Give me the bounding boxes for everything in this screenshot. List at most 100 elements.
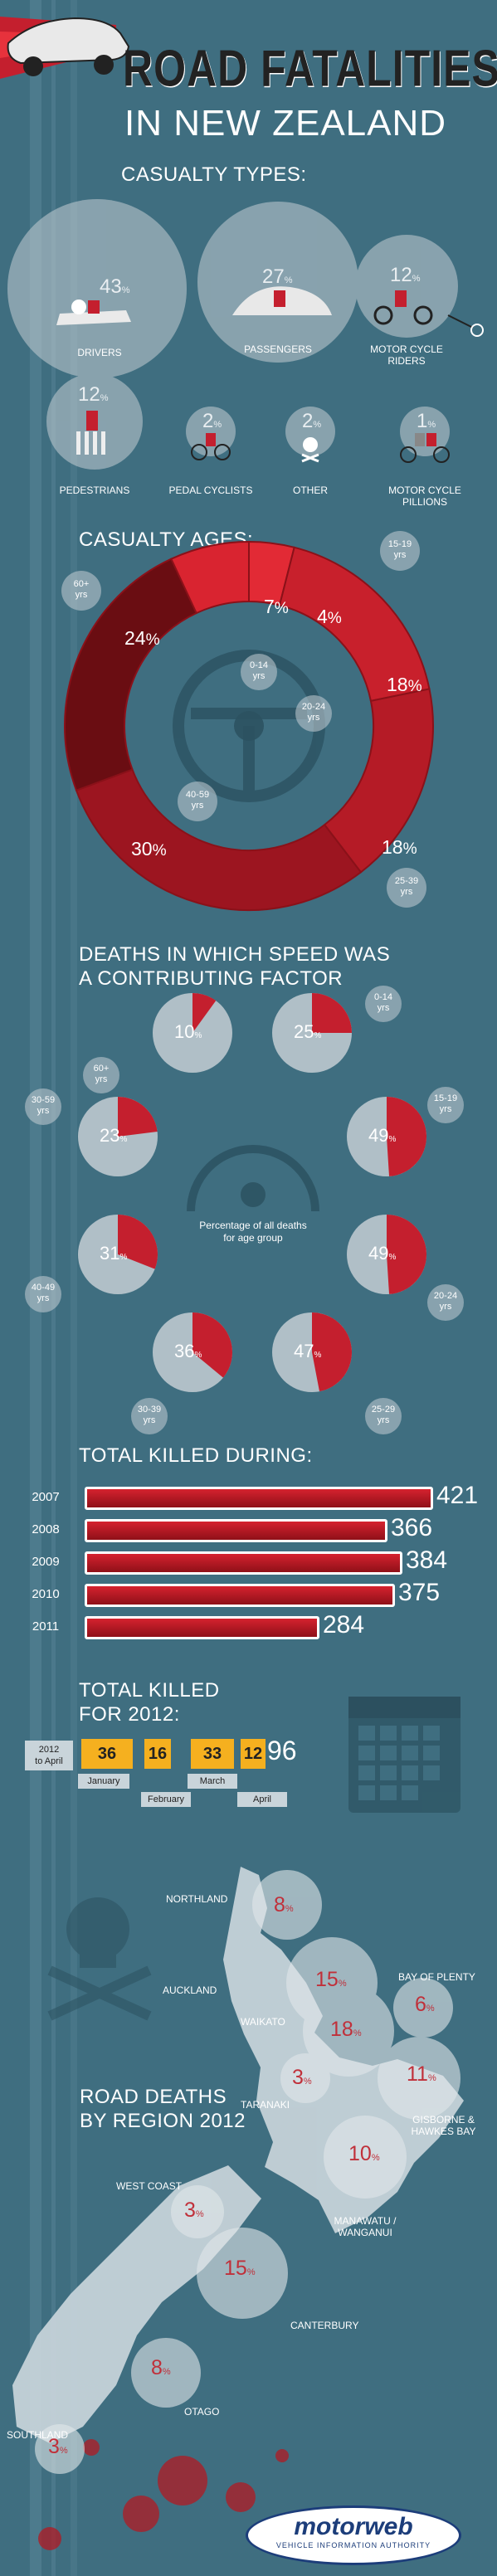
speed-center-caption: Percentage of all deaths for age group (191, 1220, 315, 1244)
pedestrians-label: PEDESTRIANS (59, 485, 130, 496)
page-title: ROAD FATALITIES (123, 39, 497, 98)
region-value: 18% (330, 2018, 362, 2041)
year-value: 375 (398, 1579, 441, 1606)
region-value: 15% (315, 1968, 347, 1991)
year-label: 2011 (32, 1619, 60, 1634)
region-value: 3% (292, 2066, 312, 2089)
speed-age-tag: 15-19 yrs (427, 1087, 464, 1123)
age-tag-60-plus: 60+ yrs (61, 571, 101, 611)
speed-pie-slice (118, 1215, 158, 1269)
speed-value: 23% (100, 1125, 128, 1146)
month-value: 12 (241, 1739, 267, 1769)
other-value: 2% (302, 410, 322, 432)
passengers-value: 27% (262, 265, 293, 288)
region-value: 10% (348, 2142, 380, 2165)
region-label: GISBORNE & HAWKES BAY (411, 2114, 476, 2137)
motorcycle-riders-circle (355, 235, 458, 338)
region-label: SOUTHLAND (7, 2429, 69, 2441)
speed-pie-slice (118, 1097, 158, 1137)
speed-age-tag: 30-39 yrs (131, 1398, 168, 1434)
age-tag-yrs: yrs (252, 671, 266, 681)
motorweb-logo[interactable]: motorweb VEHICLE INFORMATION AUTHORITY (246, 2505, 461, 2565)
pedestrian-icon (76, 411, 105, 455)
total-2012-heading-line2: FOR 2012: (79, 1703, 180, 1726)
speed-pie-slice (312, 993, 352, 1033)
other-circle (285, 407, 335, 456)
bubble-taranaki (280, 2053, 330, 2103)
age-tag-yrs: yrs (400, 887, 413, 897)
bubble-bay-of-plenty (393, 1978, 453, 2038)
region-label: BAY OF PLENTY (398, 1971, 475, 1983)
age-tag-15-19-text: 15-19 (387, 539, 412, 549)
region-label: CANTERBURY (290, 2320, 359, 2331)
speed-pie-slice (312, 1312, 352, 1392)
speed-pie-slice (192, 993, 217, 1033)
bubble-waikato (303, 1985, 394, 2077)
region-label: TARANAKI (241, 2099, 290, 2111)
age-tag-0-14: 0-14 yrs (241, 654, 277, 690)
speed-age-tag: 60+ yrs (83, 1057, 119, 1093)
total-2012-heading-line1: TOTAL KILLED (79, 1679, 220, 1702)
age-value-40-59: 30% (131, 838, 167, 859)
motorcycle-riders-label: MOTOR CYCLE RIDERS (370, 343, 443, 367)
speed-age-tag: 40-49 yrs (25, 1276, 61, 1312)
casualty-types-heading: CASUALTY TYPES: (121, 163, 307, 186)
speed-value: 47% (294, 1341, 322, 1361)
year-label: 2009 (32, 1555, 60, 1569)
month-label: January (78, 1774, 129, 1789)
total-killed-heading: TOTAL KILLED DURING: (79, 1444, 313, 1467)
age-tag-25-39: 25-39 yrs (387, 868, 426, 908)
region-label: OTAGO (184, 2406, 220, 2418)
year-bar (85, 1487, 433, 1510)
age-value-15-19: 4% (317, 606, 342, 627)
speed-caption-line2: for age group (223, 1232, 283, 1244)
bubble-southland (35, 2424, 85, 2474)
year-bar (85, 1551, 402, 1575)
passengers-label: PASSENGERS (244, 343, 312, 355)
pedestrians-value: 12% (78, 383, 109, 406)
region-value: 3% (48, 2435, 68, 2458)
region-label: AUCKLAND (163, 1984, 217, 1996)
car-icon (7, 17, 130, 76)
pillions-label: MOTOR CYCLE PILLIONS (388, 485, 461, 508)
bubble-manawatu (324, 2116, 407, 2199)
bubble-gisborne (378, 2037, 460, 2120)
bicycle-icon (191, 433, 231, 460)
logo-wordmark: motorweb (294, 2513, 413, 2540)
speed-age-tag: 25-29 yrs (365, 1398, 402, 1434)
month-label: April (237, 1792, 287, 1807)
pedal-cyclists-circle (186, 407, 236, 456)
total-2012-heading: TOTAL KILLED FOR 2012: (79, 1678, 220, 1726)
age-value-60-plus: 24% (124, 627, 160, 649)
speed-pie-slice (192, 1312, 232, 1378)
speed-heading-line1: DEATHS IN WHICH SPEED WAS (79, 943, 391, 966)
region-label: WAIKATO (241, 2016, 285, 2028)
pedal-cyclists-value: 2% (202, 410, 222, 432)
period-badge-range: to April (35, 1756, 63, 1766)
region-label: NORTHLAND (166, 1893, 228, 1905)
age-tag-0-14-text: 0-14 (249, 660, 269, 670)
speed-heading: DEATHS IN WHICH SPEED WAS A CONTRIBUTING… (79, 942, 390, 991)
year-value: 421 (436, 1482, 479, 1509)
drivers-circle (7, 199, 187, 378)
region-label: MANAWATU / WANGANUI (334, 2215, 397, 2238)
speed-caption-line1: Percentage of all deaths (199, 1220, 307, 1231)
year-value: 366 (391, 1514, 433, 1541)
speedometer-icon (187, 1145, 319, 1212)
speed-age-tag: 30-59 yrs (25, 1088, 61, 1125)
year-value: 284 (323, 1611, 365, 1639)
speed-age-tag: 0-14 yrs (365, 986, 402, 1022)
total-2012-value: 96 (267, 1736, 297, 1765)
logo-tagline: VEHICLE INFORMATION AUTHORITY (275, 2541, 431, 2549)
age-value-20-24: 18% (387, 674, 422, 695)
bubble-west-coast (171, 2185, 224, 2238)
bubble-canterbury (197, 2228, 288, 2319)
passengers-circle (197, 202, 358, 363)
region-value: 8% (151, 2356, 171, 2379)
month-value: 33 (191, 1739, 236, 1769)
year-bar (85, 1584, 395, 1607)
page-subtitle: IN NEW ZEALAND (124, 103, 447, 144)
